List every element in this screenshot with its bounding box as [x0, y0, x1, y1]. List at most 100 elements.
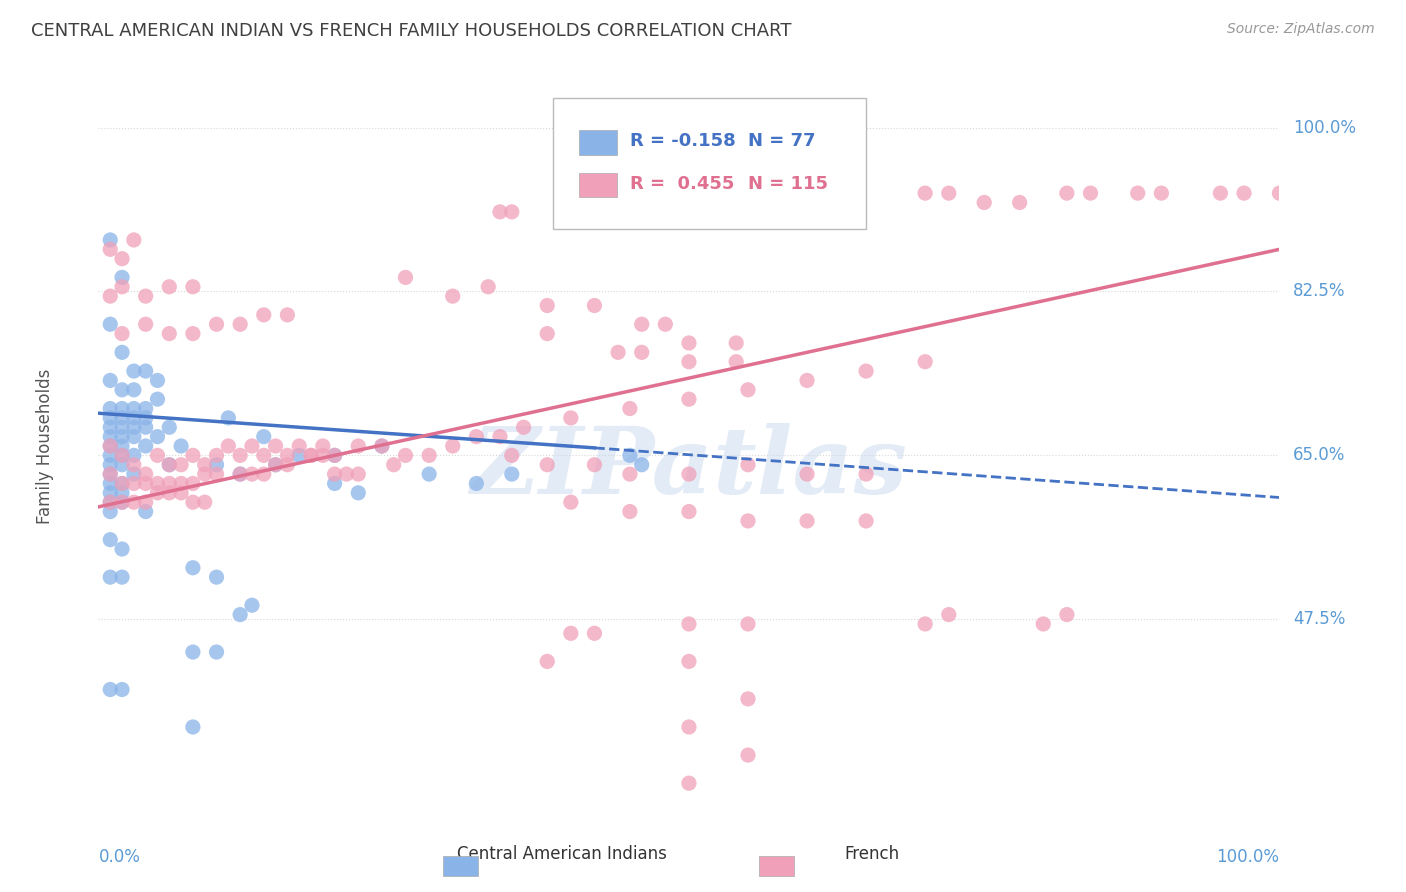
Point: [111, 326, 134, 341]
Point: [98, 533, 121, 547]
Point: [914, 355, 936, 369]
Point: [157, 326, 180, 341]
Point: [1209, 186, 1232, 200]
Point: [737, 514, 759, 528]
Point: [973, 195, 995, 210]
Point: [1126, 186, 1149, 200]
Text: 47.5%: 47.5%: [1294, 610, 1346, 628]
Point: [441, 289, 464, 303]
Point: [111, 252, 134, 266]
Point: [1268, 186, 1291, 200]
Point: [371, 439, 394, 453]
Point: [205, 645, 228, 659]
Point: [98, 449, 121, 463]
Text: Source: ZipAtlas.com: Source: ZipAtlas.com: [1227, 22, 1375, 37]
Point: [111, 270, 134, 285]
Point: [194, 495, 217, 509]
Point: [678, 617, 700, 632]
Point: [170, 439, 193, 453]
Point: [98, 682, 121, 697]
Point: [678, 355, 700, 369]
Text: 82.5%: 82.5%: [1294, 283, 1346, 301]
Point: [98, 401, 121, 416]
Point: [98, 495, 121, 509]
Point: [157, 458, 180, 472]
Text: 100.0%: 100.0%: [1216, 848, 1279, 866]
Point: [619, 505, 641, 519]
Point: [146, 392, 169, 407]
Point: [98, 486, 121, 500]
Point: [122, 411, 145, 425]
Point: [111, 345, 134, 359]
Point: [489, 205, 512, 219]
Point: [489, 430, 512, 444]
Point: [264, 458, 287, 472]
Point: [583, 298, 606, 313]
Point: [737, 458, 759, 472]
Point: [560, 411, 582, 425]
Point: [205, 449, 228, 463]
Point: [299, 449, 322, 463]
Point: [122, 467, 145, 482]
Point: [501, 467, 523, 482]
Point: [98, 289, 121, 303]
Point: [323, 449, 346, 463]
Point: [335, 467, 357, 482]
Point: [536, 326, 558, 341]
Point: [111, 495, 134, 509]
Point: [111, 439, 134, 453]
FancyBboxPatch shape: [553, 97, 866, 228]
Point: [98, 458, 121, 472]
Point: [98, 233, 121, 247]
Point: [229, 607, 252, 622]
FancyBboxPatch shape: [579, 130, 617, 154]
Point: [737, 383, 759, 397]
Point: [253, 430, 276, 444]
Point: [725, 355, 748, 369]
Point: [111, 401, 134, 416]
Point: [630, 458, 652, 472]
Point: [229, 449, 252, 463]
Point: [725, 336, 748, 351]
Point: [796, 186, 818, 200]
Point: [181, 326, 204, 341]
Point: [111, 420, 134, 434]
Point: [678, 467, 700, 482]
Point: [855, 514, 877, 528]
Point: [170, 458, 193, 472]
Point: [135, 495, 157, 509]
Point: [1150, 186, 1173, 200]
Point: [111, 476, 134, 491]
Point: [678, 720, 700, 734]
Point: [465, 430, 488, 444]
Text: 0.0%: 0.0%: [98, 848, 141, 866]
Point: [111, 495, 134, 509]
Point: [347, 467, 370, 482]
Point: [418, 449, 440, 463]
Point: [678, 392, 700, 407]
Point: [135, 476, 157, 491]
Point: [146, 449, 169, 463]
Point: [382, 458, 405, 472]
Point: [1233, 186, 1256, 200]
Point: [111, 541, 134, 557]
Point: [122, 458, 145, 472]
Point: [181, 495, 204, 509]
Point: [371, 439, 394, 453]
Point: [678, 336, 700, 351]
Point: [288, 439, 311, 453]
Point: [394, 449, 416, 463]
Point: [217, 439, 239, 453]
Point: [170, 486, 193, 500]
Point: [560, 495, 582, 509]
Point: [323, 476, 346, 491]
Point: [1056, 186, 1078, 200]
Point: [583, 626, 606, 640]
FancyBboxPatch shape: [579, 172, 617, 197]
Text: N = 77: N = 77: [748, 132, 815, 150]
Text: Central American Indians: Central American Indians: [457, 846, 668, 863]
Point: [737, 692, 759, 706]
Point: [111, 449, 134, 463]
Point: [914, 186, 936, 200]
Point: [181, 449, 204, 463]
